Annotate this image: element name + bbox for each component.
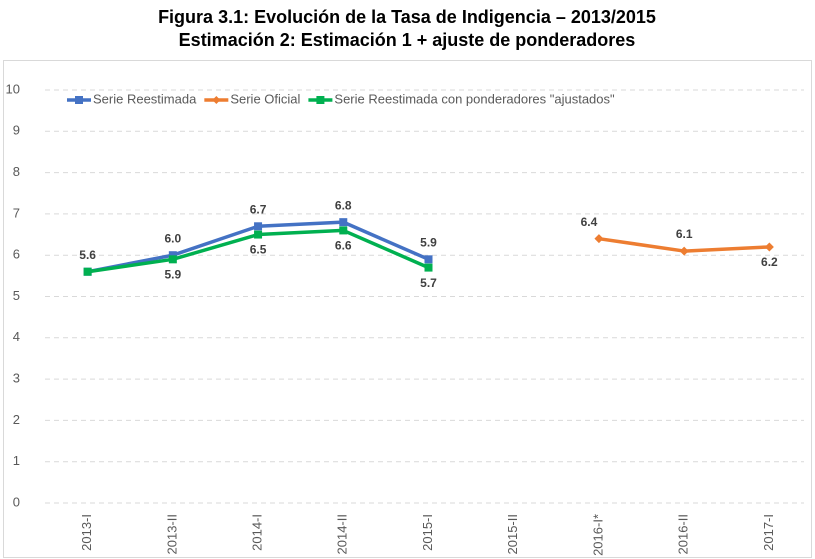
marker bbox=[254, 230, 263, 239]
data-label: 6.8 bbox=[335, 198, 352, 212]
marker bbox=[168, 255, 177, 264]
legend-label: Serie Oficial bbox=[230, 91, 300, 106]
y-tick-label: 10 bbox=[6, 81, 20, 96]
x-tick-label: 2015-I bbox=[420, 514, 435, 551]
x-tick-label: 2017-I bbox=[761, 514, 776, 551]
y-tick-label: 2 bbox=[13, 412, 20, 427]
chart-frame bbox=[3, 60, 812, 558]
x-tick-label: 2015-II bbox=[505, 514, 520, 554]
y-tick-label: 6 bbox=[13, 247, 20, 262]
y-tick-label: 0 bbox=[13, 494, 20, 509]
x-tick-label: 2014-II bbox=[335, 514, 350, 554]
x-tick-label: 2016-I* bbox=[590, 514, 605, 556]
marker bbox=[168, 251, 177, 260]
marker bbox=[339, 218, 348, 227]
y-tick-label: 3 bbox=[13, 371, 20, 386]
data-label: 6.1 bbox=[676, 227, 693, 241]
data-label: 6.5 bbox=[250, 243, 267, 257]
legend-marker bbox=[212, 96, 221, 104]
legend-marker bbox=[316, 96, 325, 104]
marker bbox=[254, 222, 263, 231]
chart-subtitle: Estimación 2: Estimación 1 + ajuste de p… bbox=[179, 30, 636, 50]
marker bbox=[83, 267, 92, 276]
marker bbox=[424, 255, 433, 264]
data-label: 6.7 bbox=[250, 202, 267, 216]
marker bbox=[424, 263, 433, 272]
x-tick-label: 2016-II bbox=[676, 514, 691, 554]
data-label: 6.6 bbox=[335, 239, 352, 253]
y-tick-label: 1 bbox=[13, 453, 20, 468]
chart-title: Figura 3.1: Evolución de la Tasa de Indi… bbox=[158, 7, 656, 27]
marker bbox=[679, 246, 689, 256]
legend-label: Serie Reestimada bbox=[93, 91, 197, 106]
data-label: 6.2 bbox=[761, 255, 778, 269]
legend-label: Serie Reestimada con ponderadores "ajust… bbox=[334, 91, 615, 106]
data-label: 5.6 bbox=[79, 248, 96, 262]
legend-marker bbox=[75, 96, 83, 104]
y-tick-label: 8 bbox=[13, 164, 20, 179]
marker bbox=[594, 234, 604, 244]
data-label: 5.9 bbox=[420, 236, 437, 250]
y-tick-label: 4 bbox=[13, 329, 20, 344]
data-label: 6.0 bbox=[164, 231, 181, 245]
x-tick-label: 2013-II bbox=[164, 514, 179, 554]
data-label: 6.4 bbox=[581, 215, 598, 229]
marker bbox=[764, 242, 774, 252]
x-tick-label: 2013-I bbox=[79, 514, 94, 551]
data-label: 5.9 bbox=[164, 268, 181, 282]
y-tick-label: 9 bbox=[13, 123, 20, 138]
y-tick-label: 5 bbox=[13, 288, 20, 303]
y-tick-label: 7 bbox=[13, 205, 20, 220]
marker bbox=[339, 226, 348, 235]
x-tick-label: 2014-I bbox=[249, 514, 264, 551]
data-label: 5.7 bbox=[420, 276, 437, 290]
